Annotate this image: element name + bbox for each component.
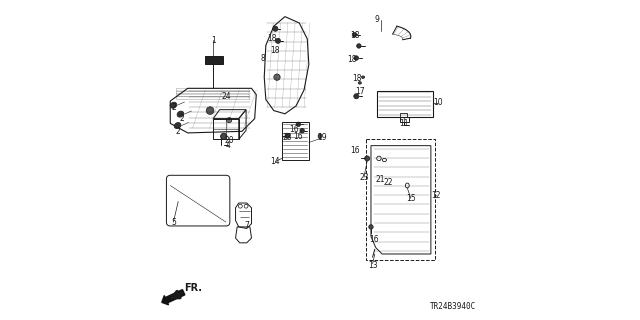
Text: 18: 18 (347, 55, 356, 64)
Text: 17: 17 (355, 87, 365, 96)
Text: 23: 23 (359, 173, 369, 182)
Text: 20: 20 (225, 136, 234, 145)
Circle shape (206, 107, 214, 115)
Circle shape (352, 33, 356, 37)
Text: 24: 24 (221, 92, 231, 101)
Circle shape (369, 225, 373, 229)
Text: 2: 2 (176, 127, 180, 136)
Circle shape (296, 122, 301, 126)
Text: 19: 19 (317, 133, 326, 142)
Ellipse shape (174, 123, 181, 129)
Text: 18: 18 (352, 74, 362, 83)
Bar (205, 56, 223, 64)
Text: 14: 14 (271, 157, 280, 166)
Text: 21: 21 (376, 175, 385, 184)
Text: 1: 1 (211, 36, 216, 45)
Bar (399, 117, 408, 123)
Text: 12: 12 (431, 190, 441, 200)
Text: 23: 23 (282, 133, 292, 142)
Ellipse shape (318, 133, 322, 139)
Text: 16: 16 (350, 146, 360, 155)
Circle shape (274, 74, 280, 80)
Text: 18: 18 (271, 45, 280, 55)
Circle shape (354, 94, 359, 99)
Text: 11: 11 (400, 119, 409, 128)
Text: 13: 13 (368, 261, 378, 270)
Text: 18: 18 (350, 31, 360, 40)
Circle shape (221, 133, 227, 140)
Text: 16: 16 (290, 125, 300, 134)
Text: 4: 4 (225, 141, 230, 150)
Circle shape (365, 156, 370, 161)
Ellipse shape (170, 102, 177, 108)
Text: 2: 2 (171, 103, 176, 112)
Bar (400, 113, 407, 117)
Circle shape (273, 26, 278, 31)
Ellipse shape (362, 76, 365, 78)
Circle shape (285, 133, 290, 138)
Circle shape (354, 56, 358, 60)
Text: 5: 5 (171, 218, 176, 227)
Text: 10: 10 (433, 98, 443, 107)
Text: TR24B3940C: TR24B3940C (430, 302, 476, 311)
Text: 9: 9 (375, 15, 380, 24)
Circle shape (227, 118, 232, 123)
Text: 22: 22 (384, 178, 393, 187)
Text: 7: 7 (244, 221, 249, 230)
Ellipse shape (358, 82, 362, 84)
Ellipse shape (177, 111, 184, 117)
Circle shape (356, 44, 361, 48)
FancyArrow shape (162, 290, 185, 305)
Circle shape (300, 128, 305, 133)
Text: 18: 18 (267, 35, 276, 44)
Text: 15: 15 (406, 194, 415, 203)
Text: 8: 8 (260, 53, 265, 62)
Text: 16: 16 (369, 235, 379, 244)
Text: 16: 16 (293, 132, 303, 140)
Text: 2: 2 (179, 114, 184, 123)
Circle shape (275, 38, 280, 44)
Text: FR.: FR. (184, 283, 203, 293)
